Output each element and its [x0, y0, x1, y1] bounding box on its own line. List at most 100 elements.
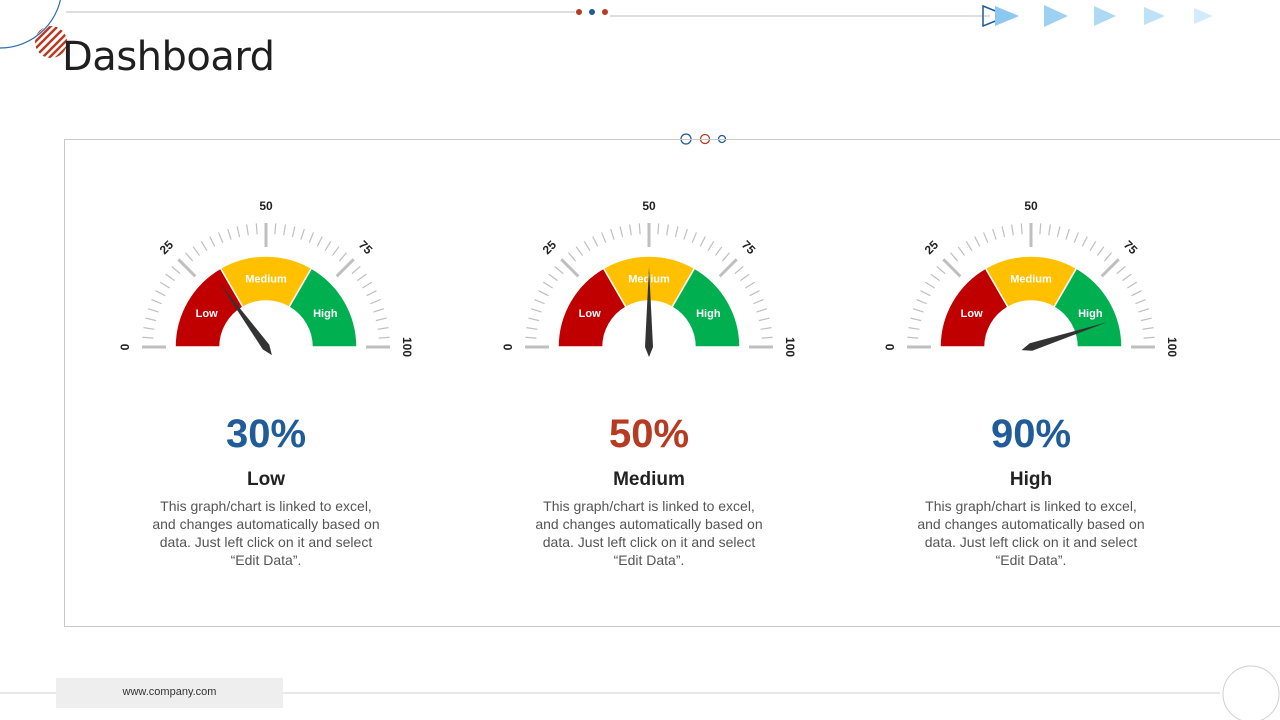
minor-tick [925, 282, 934, 288]
minor-tick [966, 241, 972, 250]
minor-tick [531, 309, 541, 312]
minor-tick [528, 318, 539, 321]
minor-tick [339, 253, 346, 261]
minor-tick [620, 226, 623, 237]
gauge-low[interactable]: Low Medium High 0 25 50 75 100 [116, 190, 416, 365]
minor-tick [1057, 226, 1060, 237]
dot-red [576, 9, 582, 15]
major-tick [337, 259, 354, 276]
tick-label: 50 [259, 199, 273, 213]
band-label: Medium [1010, 274, 1052, 286]
band-label: Low [196, 308, 218, 320]
minor-tick [756, 309, 766, 312]
minor-tick [1122, 274, 1131, 280]
minor-tick [593, 237, 598, 247]
minor-tick [201, 241, 207, 250]
tick-label: 0 [118, 343, 132, 350]
minor-tick [539, 291, 549, 296]
gauge-level-high: High [901, 469, 1161, 491]
minor-tick [950, 253, 957, 261]
minor-tick [759, 318, 770, 321]
minor-tick [1141, 318, 1152, 321]
minor-tick [379, 337, 390, 338]
minor-tick [639, 223, 640, 234]
minor-tick [142, 337, 153, 338]
minor-tick [525, 337, 536, 338]
gauge-description-medium: This graph/chart is linked to excel, and… [534, 497, 764, 569]
band-label: Low [961, 308, 983, 320]
minor-tick [332, 247, 338, 256]
minor-tick [376, 318, 387, 321]
tick-label: 50 [1024, 199, 1038, 213]
gauge-high[interactable]: Low Medium High 0 25 50 75 100 [881, 190, 1181, 365]
minor-tick [172, 266, 180, 273]
minor-tick [193, 247, 199, 256]
tick-label: 75 [356, 238, 376, 258]
minor-tick [292, 226, 295, 237]
minor-tick [543, 282, 552, 288]
minor-tick [228, 229, 231, 239]
minor-tick [151, 300, 161, 304]
minor-tick [692, 232, 696, 242]
minor-tick [937, 266, 945, 273]
minor-tick [715, 247, 721, 256]
minor-tick [1143, 328, 1154, 330]
minor-tick [527, 328, 538, 330]
minor-tick [722, 253, 729, 261]
minor-tick [1002, 226, 1005, 237]
tick-label: 25 [540, 238, 560, 258]
minor-tick [156, 291, 166, 296]
minor-tick [362, 282, 371, 288]
band-label: High [313, 308, 338, 320]
minor-tick [370, 300, 380, 304]
minor-tick [352, 266, 360, 273]
major-tick [561, 259, 578, 276]
minor-tick [630, 225, 632, 236]
minor-tick [301, 229, 304, 239]
footer-url[interactable]: www.company.com [56, 686, 283, 698]
minor-tick [910, 318, 921, 321]
band-label: High [696, 308, 721, 320]
minor-tick [145, 318, 156, 321]
gauge-value-low: 30% [136, 412, 396, 457]
minor-tick [602, 232, 606, 242]
minor-tick [931, 274, 940, 280]
minor-tick [740, 274, 749, 280]
tick-label: 100 [1165, 337, 1179, 357]
minor-tick [975, 237, 980, 247]
minor-tick [762, 337, 773, 338]
minor-tick [1132, 291, 1142, 296]
minor-tick [317, 237, 322, 247]
minor-tick [735, 266, 743, 273]
minor-tick [373, 309, 383, 312]
minor-tick [700, 237, 705, 247]
minor-tick [909, 328, 920, 330]
gauge-level-low: Low [136, 469, 396, 491]
minor-tick [984, 232, 988, 242]
minor-tick [745, 282, 754, 288]
minor-tick [611, 229, 614, 239]
minor-tick [378, 328, 389, 330]
minor-tick [1097, 247, 1103, 256]
minor-tick [658, 223, 659, 234]
minor-tick [1138, 309, 1148, 312]
minor-tick [1082, 237, 1087, 247]
minor-tick [907, 337, 918, 338]
minor-tick [1144, 337, 1155, 338]
major-tick [720, 259, 737, 276]
minor-tick [166, 274, 175, 280]
arrow-icon [1044, 5, 1068, 27]
minor-tick [210, 237, 215, 247]
minor-tick [993, 229, 996, 239]
footer-circle [1223, 666, 1279, 720]
gauge-description-low: This graph/chart is linked to excel, and… [151, 497, 381, 569]
minor-tick [160, 282, 169, 288]
minor-tick [921, 291, 931, 296]
band-label: Low [579, 308, 601, 320]
minor-tick [913, 309, 923, 312]
minor-tick [1012, 225, 1014, 236]
minor-tick [1066, 229, 1069, 239]
arrow-icon [1094, 6, 1116, 26]
minor-tick [750, 291, 760, 296]
